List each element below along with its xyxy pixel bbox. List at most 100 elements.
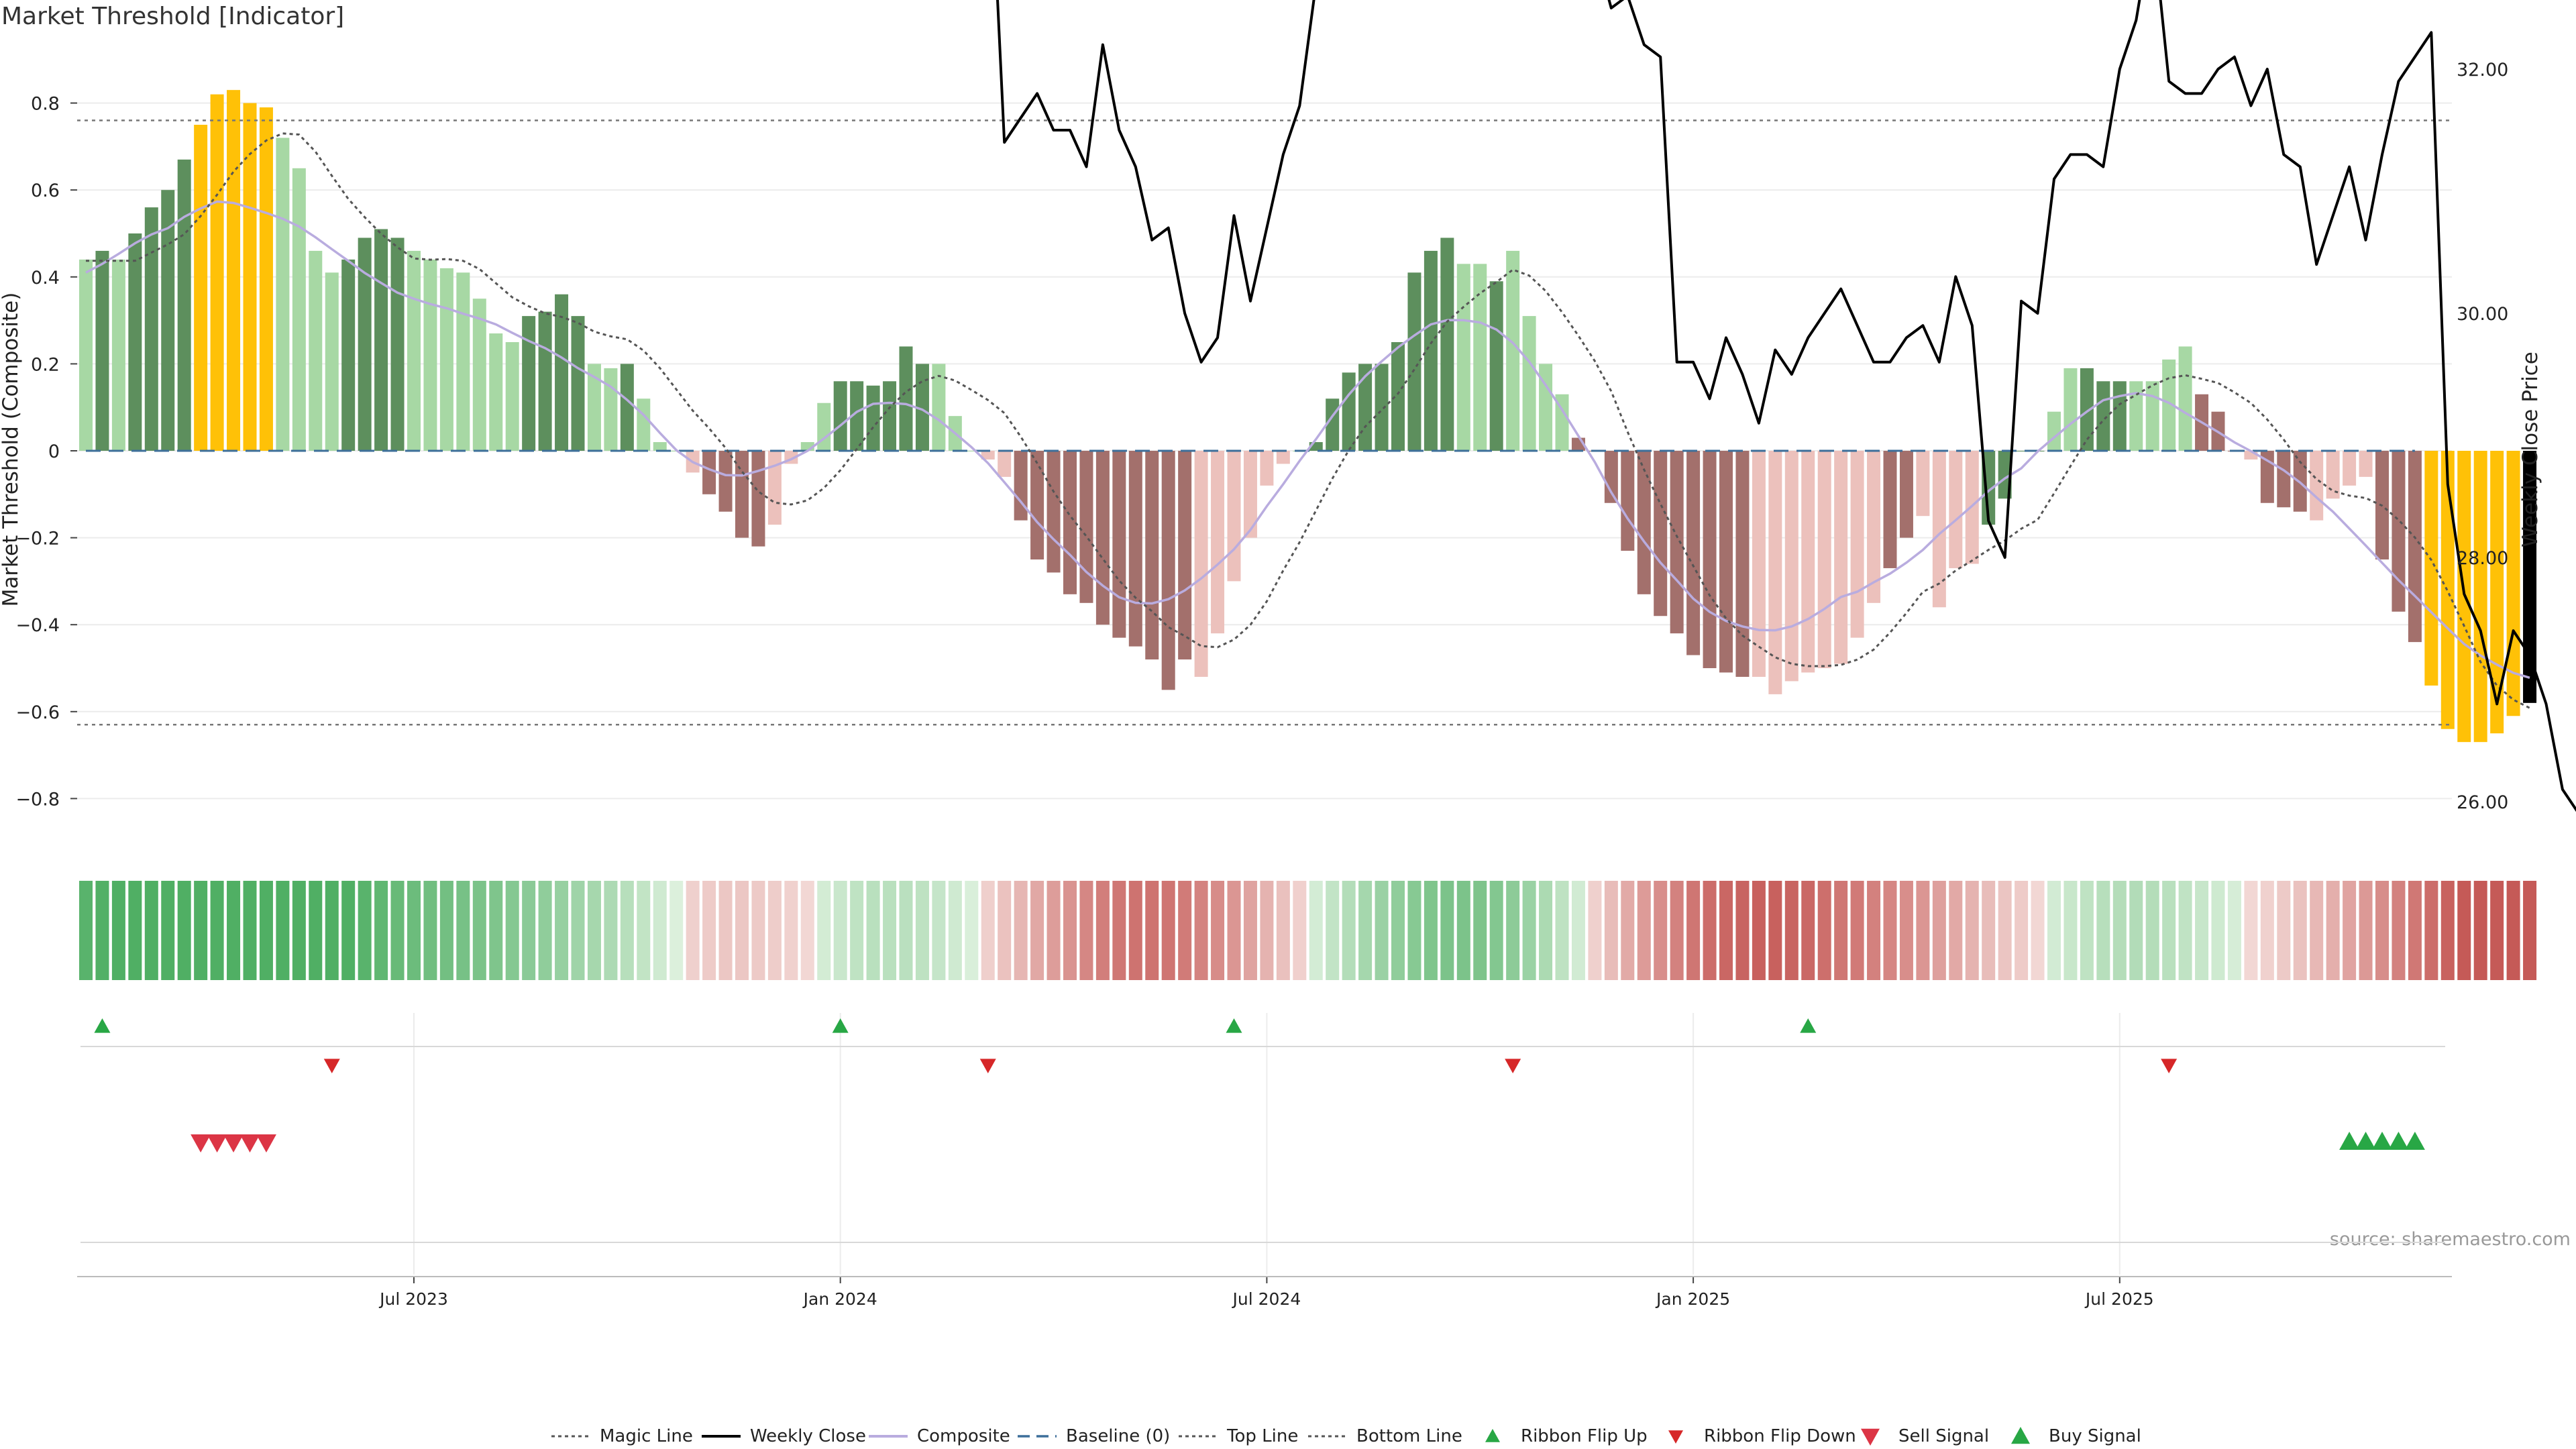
ribbon-cell [2260, 881, 2274, 980]
composite-bar [1637, 451, 1651, 594]
ribbon-flip-up-marker [1226, 1018, 1242, 1033]
composite-bar [292, 168, 306, 451]
ribbon-cell [1260, 881, 1274, 980]
ribbon-cell [1637, 881, 1651, 980]
ribbon-cell [1095, 881, 1110, 980]
ribbon-cell [1932, 881, 1946, 980]
composite-bar [1440, 237, 1454, 451]
legend-label: Bottom Line [1356, 1426, 1462, 1446]
ribbon-cell [932, 881, 946, 980]
composite-bar [390, 237, 405, 451]
ribbon-cell [210, 881, 224, 980]
composite-bar [637, 398, 651, 451]
composite-bar [1817, 451, 1831, 668]
ribbon-cell [2473, 881, 2487, 980]
ribbon-cell [1342, 881, 1356, 980]
ribbon-cell [1735, 881, 1750, 980]
ribbon-cell [1030, 881, 1044, 980]
composite-bar [522, 316, 536, 451]
ribbon-cell [1407, 881, 1421, 980]
ribbon-cell [472, 881, 486, 980]
legend-item: Weekly Close [702, 1426, 866, 1446]
ribbon-flip-down-marker [2161, 1059, 2178, 1073]
ribbon-cell [489, 881, 503, 980]
weekly-close-line [996, 0, 2576, 812]
composite-bar [653, 442, 667, 451]
ribbon-strip [79, 881, 2537, 980]
y-axis-title-left: Market Threshold (Composite) [0, 292, 23, 607]
ribbon-flip-up-marker [94, 1018, 111, 1033]
composite-bar [1178, 451, 1192, 660]
composite-bar [1489, 281, 1503, 451]
ribbon-cell [817, 881, 831, 980]
composite-bar [850, 381, 864, 451]
composite-bar [210, 94, 224, 451]
legend-label: Baseline (0) [1066, 1426, 1170, 1446]
ribbon-cell [1965, 881, 1979, 980]
y-tick-label-left: 0.2 [31, 354, 60, 375]
source-label: source: sharemaestro.com [2330, 1229, 2571, 1250]
legend-label: Top Line [1226, 1426, 1298, 1446]
buy-signal-marker [2339, 1132, 2360, 1150]
sell-signal-marker [223, 1134, 244, 1152]
legend-item: Baseline (0) [1018, 1426, 1170, 1446]
composite-bar [2408, 451, 2422, 643]
composite-bar [79, 259, 93, 451]
ribbon-cell [1014, 881, 1028, 980]
composite-bar [1522, 316, 1536, 451]
composite-bar [1194, 451, 1208, 677]
ribbon-cell [735, 881, 749, 980]
ribbon-cell [243, 881, 257, 980]
ribbon-cell [2408, 881, 2422, 980]
ribbon-cell [423, 881, 437, 980]
composite-bar [1112, 451, 1126, 638]
ribbon-cell [1276, 881, 1290, 980]
y-tick-label-left: 0.8 [31, 94, 60, 115]
ribbon-cell [1801, 881, 1815, 980]
ribbon-flip-up-marker [832, 1018, 849, 1033]
composite-bar [2129, 381, 2143, 451]
composite-bar [358, 237, 372, 451]
composite-bar [1342, 372, 1356, 451]
composite-bar [1161, 451, 1175, 690]
composite-bars [79, 90, 2537, 743]
ribbon-cell [1752, 881, 1766, 980]
composite-bar [1079, 451, 1093, 603]
ribbon-cell [1768, 881, 1782, 980]
ribbon-cell [1654, 881, 1668, 980]
composite-bar [1686, 451, 1701, 655]
composite-bar [538, 311, 552, 451]
ribbon-cell [2227, 881, 2241, 980]
ribbon-cell [1456, 881, 1470, 980]
ribbon-cell [1883, 881, 1897, 980]
composite-bar [1604, 451, 1618, 503]
ribbon-cell [669, 881, 684, 980]
buy-signal-marker [2355, 1132, 2376, 1150]
ribbon-cell [439, 881, 453, 980]
y-tick-label-right: 26.00 [2457, 792, 2508, 813]
composite-bar [1227, 451, 1241, 582]
legend: Magic Line Weekly Close Composite Baseline … [551, 1426, 2141, 1446]
legend-swatch [1485, 1429, 1500, 1442]
composite-bar [489, 333, 503, 451]
x-tick-label: Jul 2025 [2084, 1289, 2154, 1309]
composite-bar [1260, 451, 1274, 486]
legend-label: Magic Line [600, 1426, 693, 1446]
ribbon-cell [2375, 881, 2389, 980]
composite-bar [1030, 451, 1044, 559]
x-tick-label: Jan 2025 [1655, 1289, 1730, 1309]
composite-bar [1850, 451, 1864, 638]
sell-signal-marker [191, 1134, 211, 1152]
ribbon-cell [1867, 881, 1881, 980]
composite-bar [817, 402, 831, 451]
ribbon-cell [1949, 881, 1963, 980]
composite-bar [95, 250, 109, 451]
composite-bar [883, 381, 897, 451]
x-tick-label: Jan 2024 [802, 1289, 877, 1309]
composite-bar [1456, 264, 1470, 451]
ribbon-cell [161, 881, 175, 980]
ribbon-cell [833, 881, 847, 980]
composite-bar [1358, 364, 1373, 451]
composite-bar [2112, 381, 2127, 451]
composite-bar [866, 385, 880, 451]
